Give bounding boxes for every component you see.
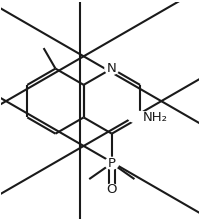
Text: O: O (107, 183, 117, 196)
Ellipse shape (105, 184, 119, 196)
Ellipse shape (105, 157, 119, 169)
Text: P: P (108, 157, 116, 170)
Text: NH₂: NH₂ (143, 111, 168, 124)
Text: N: N (107, 62, 117, 75)
Ellipse shape (128, 111, 152, 123)
Ellipse shape (105, 63, 119, 74)
